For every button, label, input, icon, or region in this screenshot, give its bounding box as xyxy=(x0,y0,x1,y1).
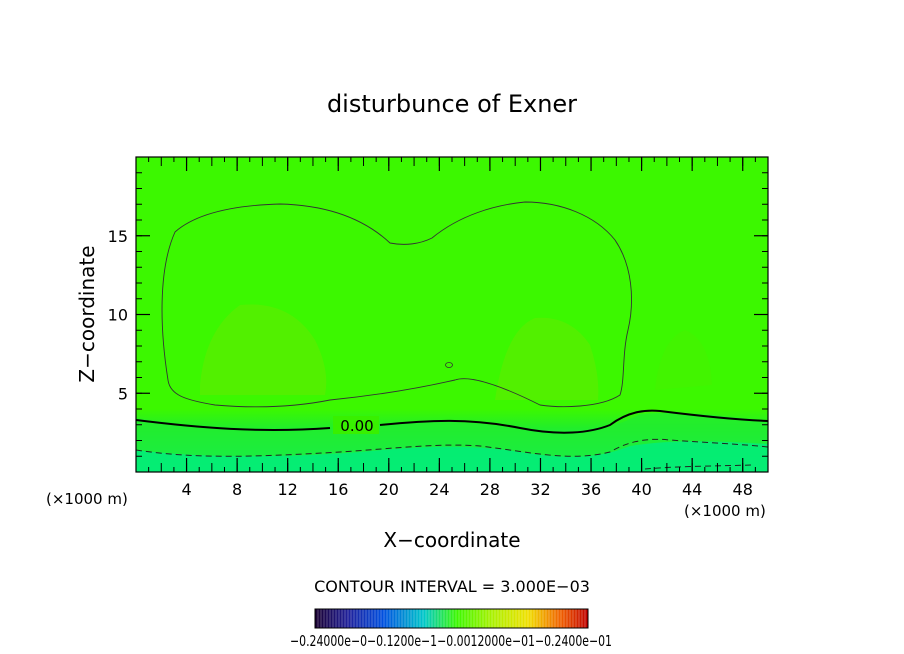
contour-interval: CONTOUR INTERVAL = 3.000E−03 xyxy=(314,577,590,596)
contour-label: 0.00 xyxy=(340,417,373,435)
x-tick-label: 8 xyxy=(232,480,242,499)
light-region-right xyxy=(495,317,599,400)
light-region-far-right xyxy=(655,330,712,390)
x-axis: 4 8 12 16 20 24 28 32 36 40 44 48 xyxy=(148,157,756,499)
x-tick-label: 36 xyxy=(581,480,601,499)
contour-negative-bottom xyxy=(644,464,753,470)
band-bottom xyxy=(136,441,768,472)
x-tick-label: 24 xyxy=(429,480,449,499)
contour-small-loop xyxy=(445,362,453,368)
x-tick-label: 48 xyxy=(733,480,753,499)
light-region-left xyxy=(200,304,327,395)
y-axis-label: Z−coordinate xyxy=(75,245,99,382)
y-tick-label: 10 xyxy=(108,306,128,325)
colorbar: −0.24000e−0−0.1200e−1−0.0012000e−01−0.24… xyxy=(290,608,612,650)
x-tick-label: 28 xyxy=(480,480,500,499)
x-tick-label: 20 xyxy=(379,480,399,499)
x-unit-left: (×1000 m) xyxy=(46,490,128,508)
contour-negative xyxy=(136,438,768,457)
y-tick-label: 5 xyxy=(118,384,128,403)
colorbar-stripes xyxy=(317,609,586,628)
x-tick-label: 4 xyxy=(181,480,191,499)
x-unit-right: (×1000 m) xyxy=(684,502,766,520)
x-tick-label: 16 xyxy=(328,480,348,499)
colorbar-frame xyxy=(314,608,589,629)
colorbar-fill xyxy=(315,609,588,628)
x-tick-label: 12 xyxy=(278,480,298,499)
x-axis-label: X−coordinate xyxy=(383,528,520,552)
x-tick-label: 32 xyxy=(530,480,550,499)
x-tick-label: 40 xyxy=(631,480,651,499)
contour-field: 0.00 xyxy=(136,157,768,472)
contour-zero xyxy=(136,409,768,434)
x-tick-label: 44 xyxy=(682,480,702,499)
y-tick-label: 15 xyxy=(108,227,128,246)
chart-title: disturbunce of Exner xyxy=(327,90,577,118)
colorbar-labels: −0.24000e−0−0.1200e−1−0.0012000e−01−0.24… xyxy=(290,632,612,650)
contour-label-bg xyxy=(333,416,379,434)
y-axis: 5 10 15 xyxy=(108,172,768,457)
contour-upper-loop xyxy=(161,201,632,408)
